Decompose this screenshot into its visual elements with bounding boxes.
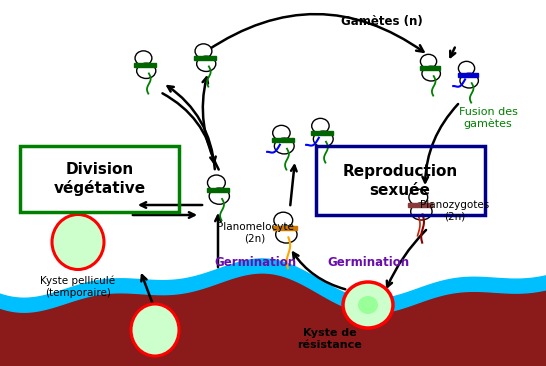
Text: Germination: Germination [214, 255, 296, 269]
Ellipse shape [197, 56, 216, 71]
Ellipse shape [411, 203, 432, 220]
Bar [311, 131, 333, 135]
Ellipse shape [276, 226, 297, 243]
Text: Gamètes (n): Gamètes (n) [341, 15, 423, 29]
Bar [458, 73, 478, 77]
Ellipse shape [272, 125, 290, 141]
Ellipse shape [358, 296, 378, 314]
Text: Germination: Germination [327, 255, 409, 269]
Ellipse shape [195, 44, 212, 59]
Bar [134, 63, 156, 67]
Ellipse shape [422, 66, 441, 81]
Text: Planomelocyte
(2n): Planomelocyte (2n) [217, 222, 293, 244]
Ellipse shape [459, 61, 474, 75]
Ellipse shape [52, 214, 104, 269]
Text: Division
végétative: Division végétative [54, 161, 146, 197]
Bar [194, 56, 216, 60]
Ellipse shape [136, 63, 156, 78]
Text: Fusion des
gamètes: Fusion des gamètes [459, 107, 518, 129]
Ellipse shape [207, 175, 225, 190]
Bar [273, 226, 297, 230]
Bar [272, 138, 294, 142]
Ellipse shape [460, 73, 478, 88]
Ellipse shape [409, 189, 428, 205]
Ellipse shape [275, 138, 294, 154]
Ellipse shape [420, 54, 437, 68]
Ellipse shape [343, 282, 393, 328]
Ellipse shape [313, 131, 333, 147]
Ellipse shape [131, 304, 179, 356]
Ellipse shape [274, 212, 293, 228]
Ellipse shape [135, 51, 152, 66]
Bar [408, 203, 432, 207]
Text: Reproduction
sexuée: Reproduction sexuée [342, 164, 458, 198]
Text: Kyste de
résistance: Kyste de résistance [298, 328, 363, 350]
Text: Kyste pelliculé
(temporaire): Kyste pelliculé (temporaire) [40, 276, 116, 298]
Text: Planozygotes
(2n): Planozygotes (2n) [420, 200, 490, 221]
Ellipse shape [312, 118, 329, 133]
Bar [206, 188, 229, 192]
Ellipse shape [209, 188, 229, 204]
Bar [420, 66, 440, 70]
